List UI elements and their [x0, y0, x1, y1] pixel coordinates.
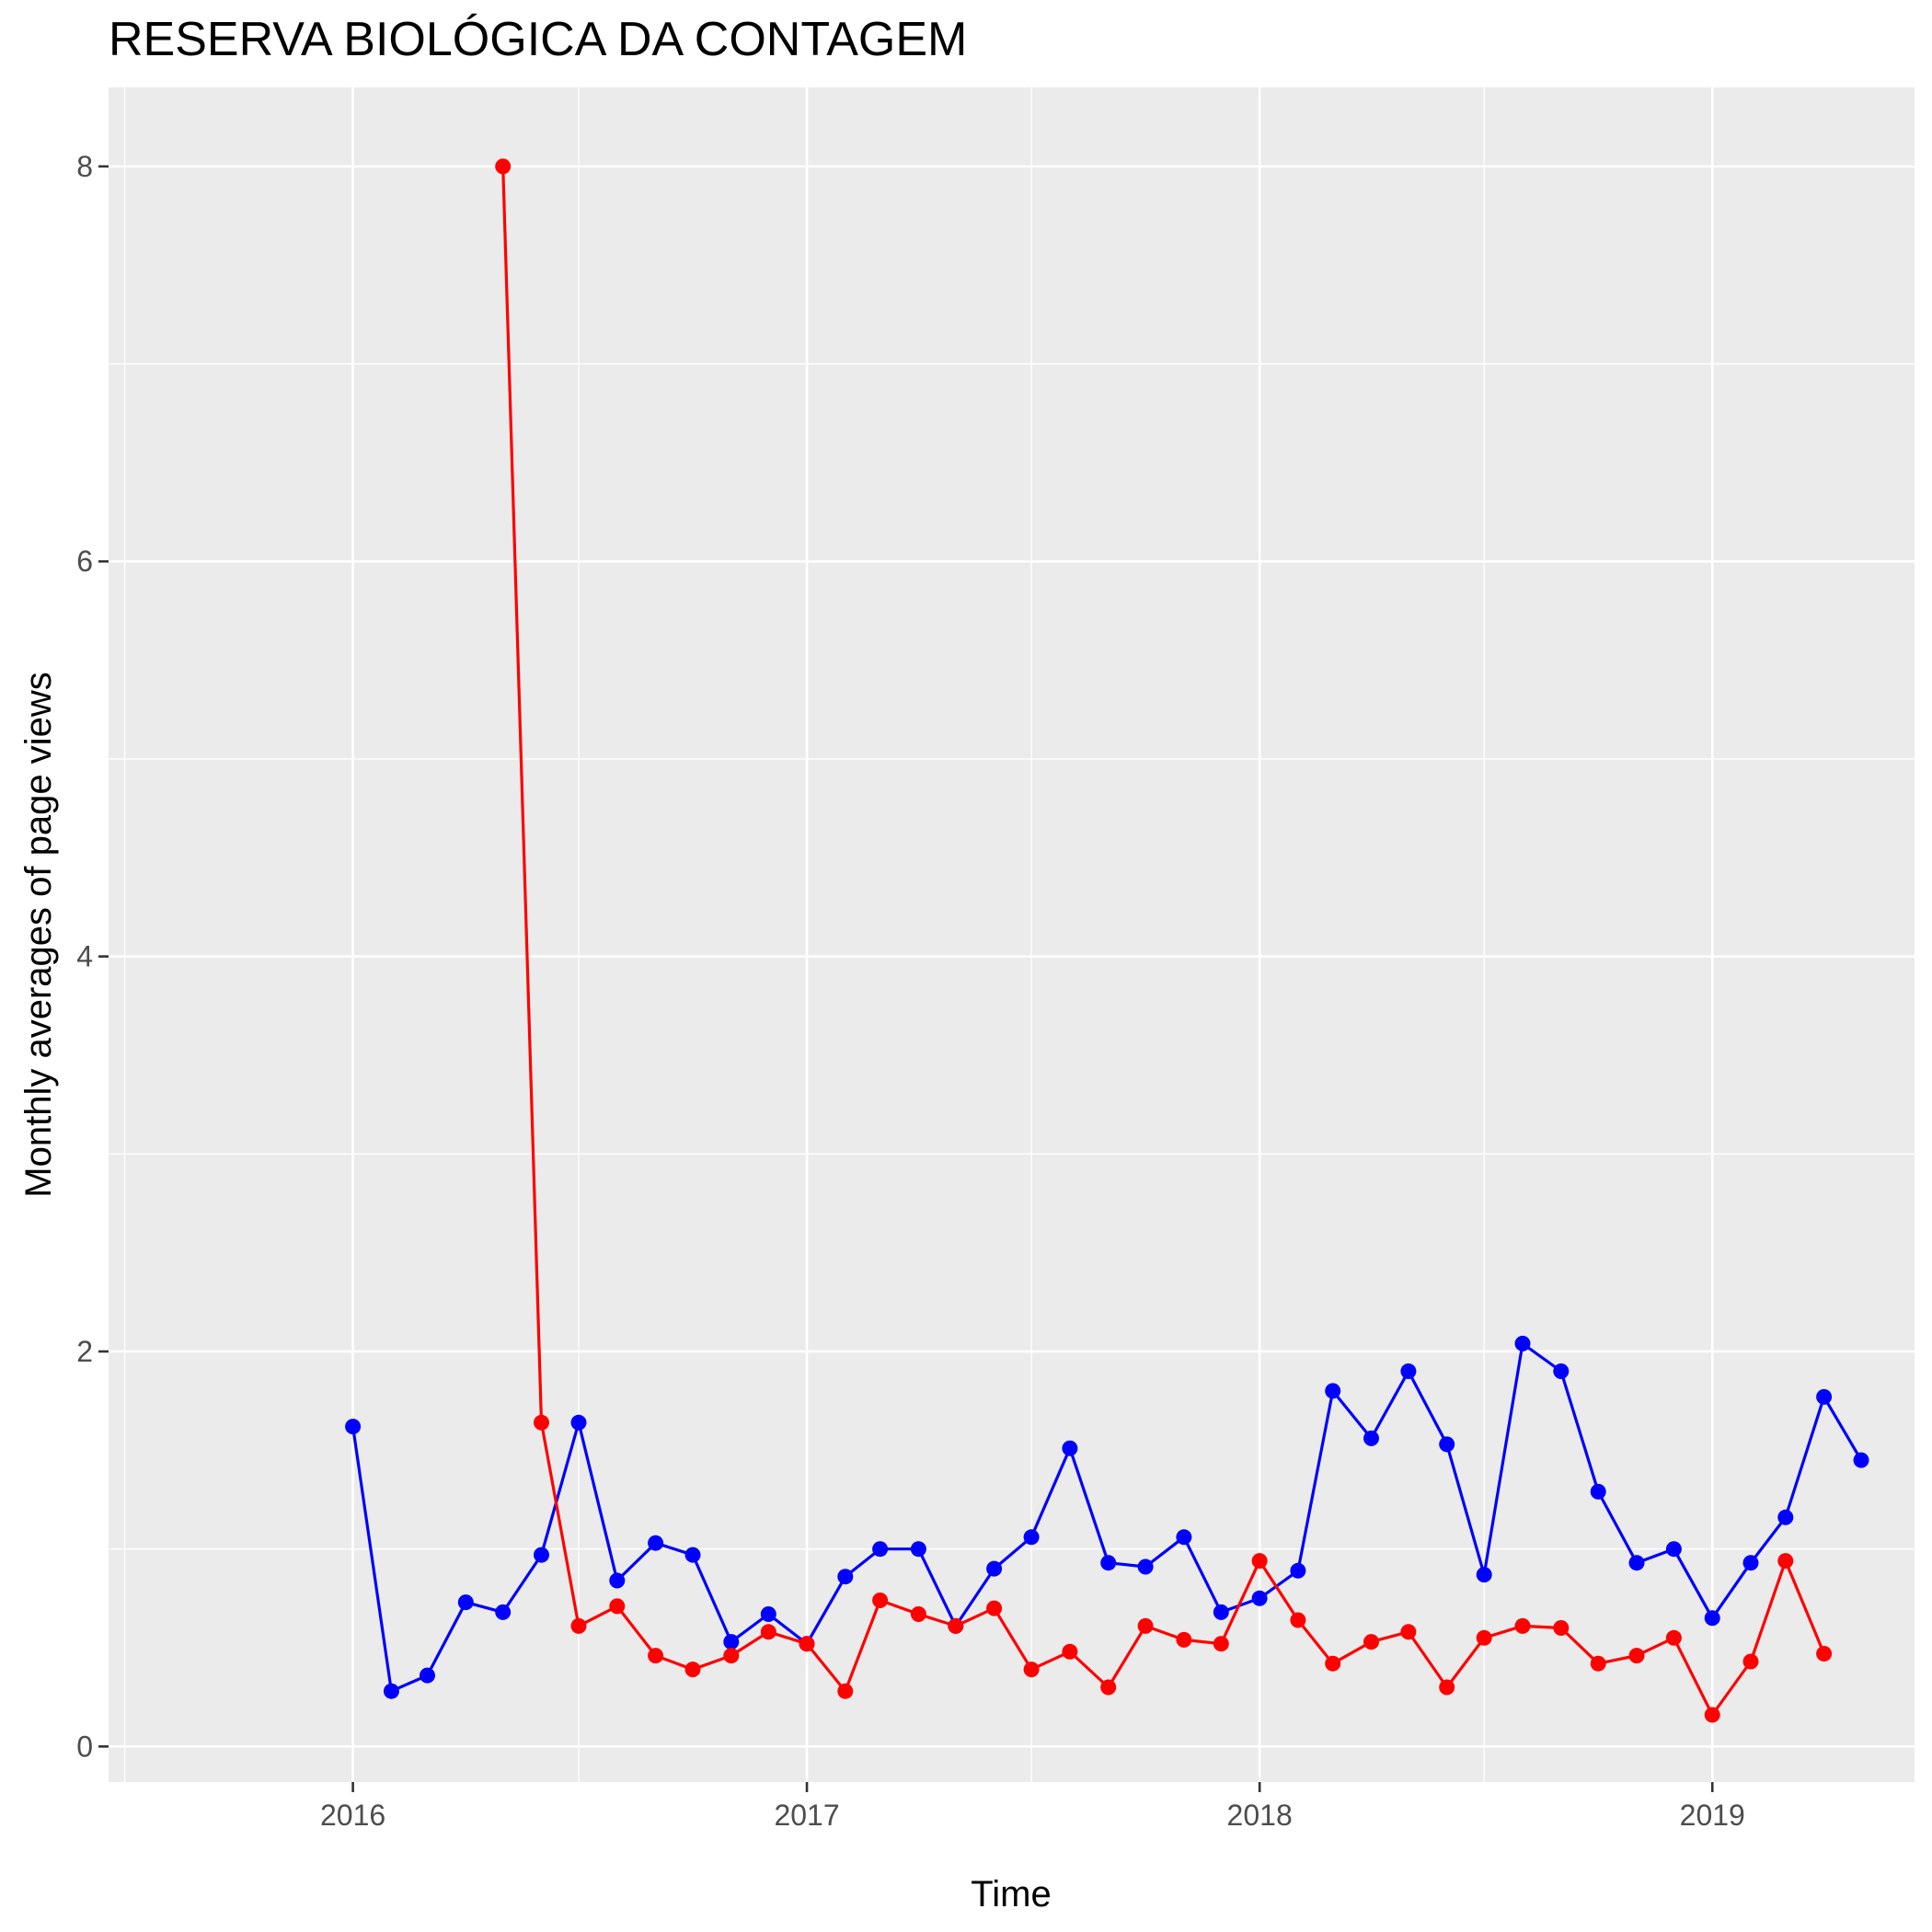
- y-tick-label: 8: [76, 150, 93, 183]
- data-point: [1176, 1529, 1192, 1546]
- y-tick-label: 2: [76, 1335, 93, 1368]
- y-axis-title: Monthly averages of page views: [18, 672, 59, 1197]
- data-point: [534, 1414, 549, 1431]
- data-point: [760, 1624, 776, 1640]
- data-point: [570, 1617, 587, 1634]
- data-point: [1062, 1440, 1078, 1456]
- major-gridlines: [109, 87, 1915, 1782]
- data-point: [1665, 1629, 1682, 1646]
- data-point: [1400, 1624, 1417, 1640]
- data-point: [1628, 1555, 1645, 1571]
- data-point: [1704, 1610, 1720, 1627]
- data-point: [609, 1598, 626, 1615]
- data-point: [495, 158, 512, 175]
- series-1: [495, 158, 1833, 1723]
- data-point: [1325, 1655, 1341, 1672]
- data-point: [1363, 1634, 1379, 1650]
- data-point: [1100, 1679, 1117, 1696]
- data-point: [948, 1617, 964, 1634]
- data-point: [1439, 1679, 1455, 1696]
- data-point: [1290, 1612, 1306, 1628]
- data-point: [684, 1547, 701, 1563]
- data-point: [910, 1606, 926, 1622]
- data-point: [723, 1648, 740, 1664]
- data-point: [872, 1541, 889, 1558]
- data-point: [648, 1535, 664, 1551]
- data-point: [910, 1541, 926, 1558]
- x-tick-label: 2016: [320, 1799, 385, 1832]
- data-point: [1476, 1567, 1492, 1583]
- chart-title: RESERVA BIOLÓGICA DA CONTAGEM: [109, 13, 967, 66]
- data-point: [1742, 1555, 1759, 1571]
- x-axis-title: Time: [971, 1874, 1051, 1915]
- x-tick-label: 2018: [1227, 1799, 1293, 1832]
- data-point: [1777, 1509, 1794, 1525]
- data-point: [1777, 1553, 1794, 1570]
- data-point: [723, 1634, 740, 1650]
- data-point: [1213, 1636, 1229, 1652]
- data-point: [495, 1604, 512, 1620]
- data-point: [1137, 1558, 1154, 1575]
- x-axis: 2016 2017 2018 2019: [320, 1782, 1745, 1832]
- data-point: [760, 1606, 776, 1622]
- data-point: [799, 1636, 815, 1652]
- data-point: [1363, 1430, 1379, 1446]
- data-point: [1590, 1655, 1606, 1672]
- data-point: [1816, 1388, 1833, 1405]
- data-point: [648, 1648, 664, 1664]
- data-point: [383, 1683, 399, 1699]
- data-point: [1176, 1631, 1192, 1648]
- data-point: [1251, 1553, 1268, 1570]
- data-point: [1853, 1452, 1869, 1468]
- data-point: [1100, 1555, 1117, 1571]
- data-point: [1590, 1483, 1606, 1500]
- data-point: [1325, 1383, 1341, 1399]
- y-tick-label: 6: [76, 545, 93, 578]
- data-point: [1062, 1643, 1078, 1660]
- data-point: [684, 1662, 701, 1678]
- series-layer: [345, 158, 1869, 1723]
- data-point: [1742, 1653, 1759, 1670]
- data-point: [986, 1560, 1003, 1577]
- x-tick-label: 2019: [1680, 1799, 1745, 1832]
- minor-gridlines: [109, 87, 1915, 1782]
- data-point: [1439, 1436, 1455, 1453]
- y-tick-label: 4: [76, 940, 93, 973]
- x-tick-label: 2017: [774, 1799, 839, 1832]
- y-axis: 0 2 4 6 8: [76, 150, 109, 1763]
- data-point: [609, 1572, 626, 1589]
- data-point: [1023, 1529, 1040, 1546]
- data-point: [1628, 1648, 1645, 1664]
- data-point: [534, 1547, 549, 1563]
- data-point: [1665, 1541, 1682, 1558]
- y-tick-label: 0: [76, 1730, 93, 1763]
- data-point: [1290, 1562, 1306, 1579]
- data-point: [837, 1569, 854, 1585]
- data-point: [1553, 1620, 1570, 1636]
- data-point: [837, 1683, 854, 1699]
- data-point: [1514, 1335, 1531, 1351]
- data-point: [1137, 1617, 1154, 1634]
- data-point: [570, 1414, 587, 1431]
- data-point: [420, 1667, 435, 1684]
- data-point: [872, 1593, 889, 1608]
- plot-panel: [109, 87, 1915, 1782]
- data-point: [1476, 1629, 1492, 1646]
- data-point: [986, 1600, 1003, 1616]
- data-point: [1553, 1363, 1570, 1379]
- data-point: [1023, 1662, 1040, 1678]
- data-point: [1816, 1646, 1833, 1662]
- data-point: [1704, 1707, 1720, 1723]
- data-point: [1213, 1604, 1229, 1620]
- data-point: [1251, 1590, 1268, 1606]
- data-point: [1400, 1363, 1417, 1379]
- data-point: [1514, 1617, 1531, 1634]
- data-point: [345, 1419, 362, 1435]
- data-point: [457, 1594, 474, 1611]
